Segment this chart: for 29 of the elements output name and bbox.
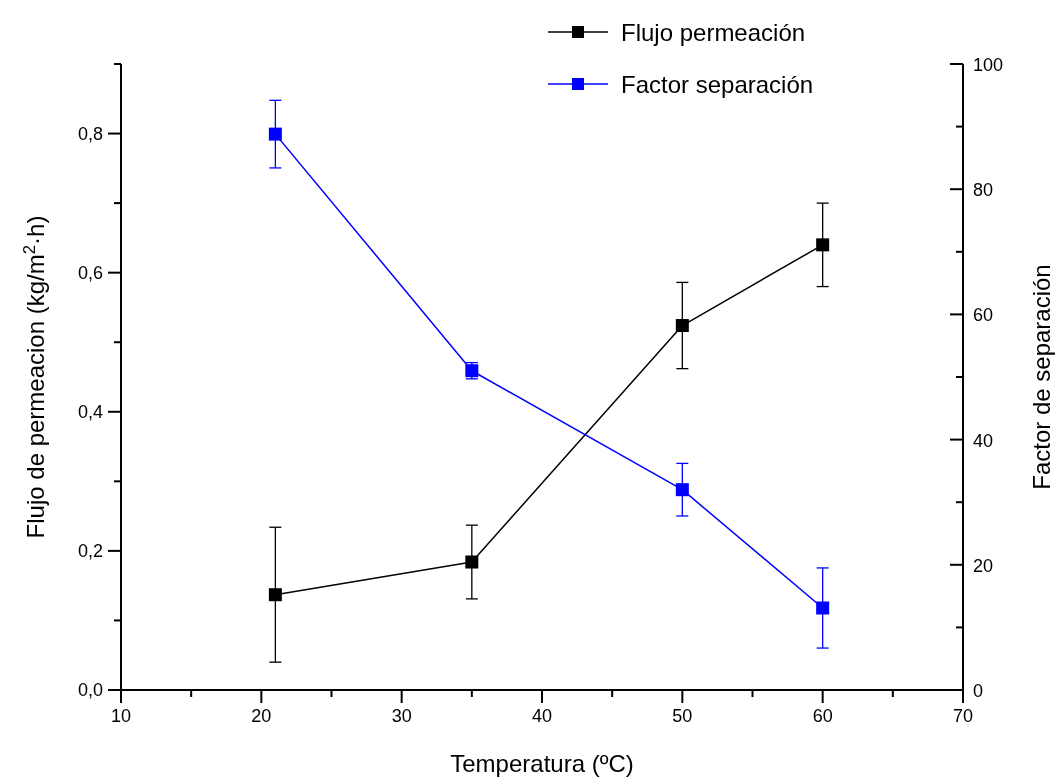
y2-tick-label: 0 [973,681,984,701]
point [465,555,479,569]
point [816,601,830,615]
x-tick-label: 10 [110,706,132,726]
y2-tick-label: 40 [973,430,994,451]
y2-tick-label: 20 [973,555,994,576]
x-axis-title: Temperatura (ºC) [450,750,634,777]
y-tick-label: 0,0 [77,680,103,700]
y-tick-label: 0,6 [77,262,103,283]
point [675,319,689,333]
point [675,483,689,497]
y-tick-label: 0,2 [77,540,103,561]
y2-axis-title: Factor de separación [1028,264,1055,490]
x-tick-label: 50 [672,706,693,726]
y2-tick-label: 60 [973,305,994,326]
x-tick-label: 40 [531,706,553,726]
y-tick-label: 0,4 [77,401,103,422]
point [816,238,830,252]
point [268,588,282,602]
x-tick-label: 30 [391,706,412,726]
point [268,127,282,141]
y-tick-label: 0,8 [77,123,103,144]
x-tick-label: 20 [251,706,272,726]
y2-tick-label: 100 [973,55,1004,75]
y2-tick-label: 80 [973,180,994,201]
x-tick-label: 60 [812,706,833,726]
legend-label: Factor separación [621,71,814,98]
legend-label: Flujo permeación [621,19,806,46]
x-tick-label: 70 [952,706,974,726]
